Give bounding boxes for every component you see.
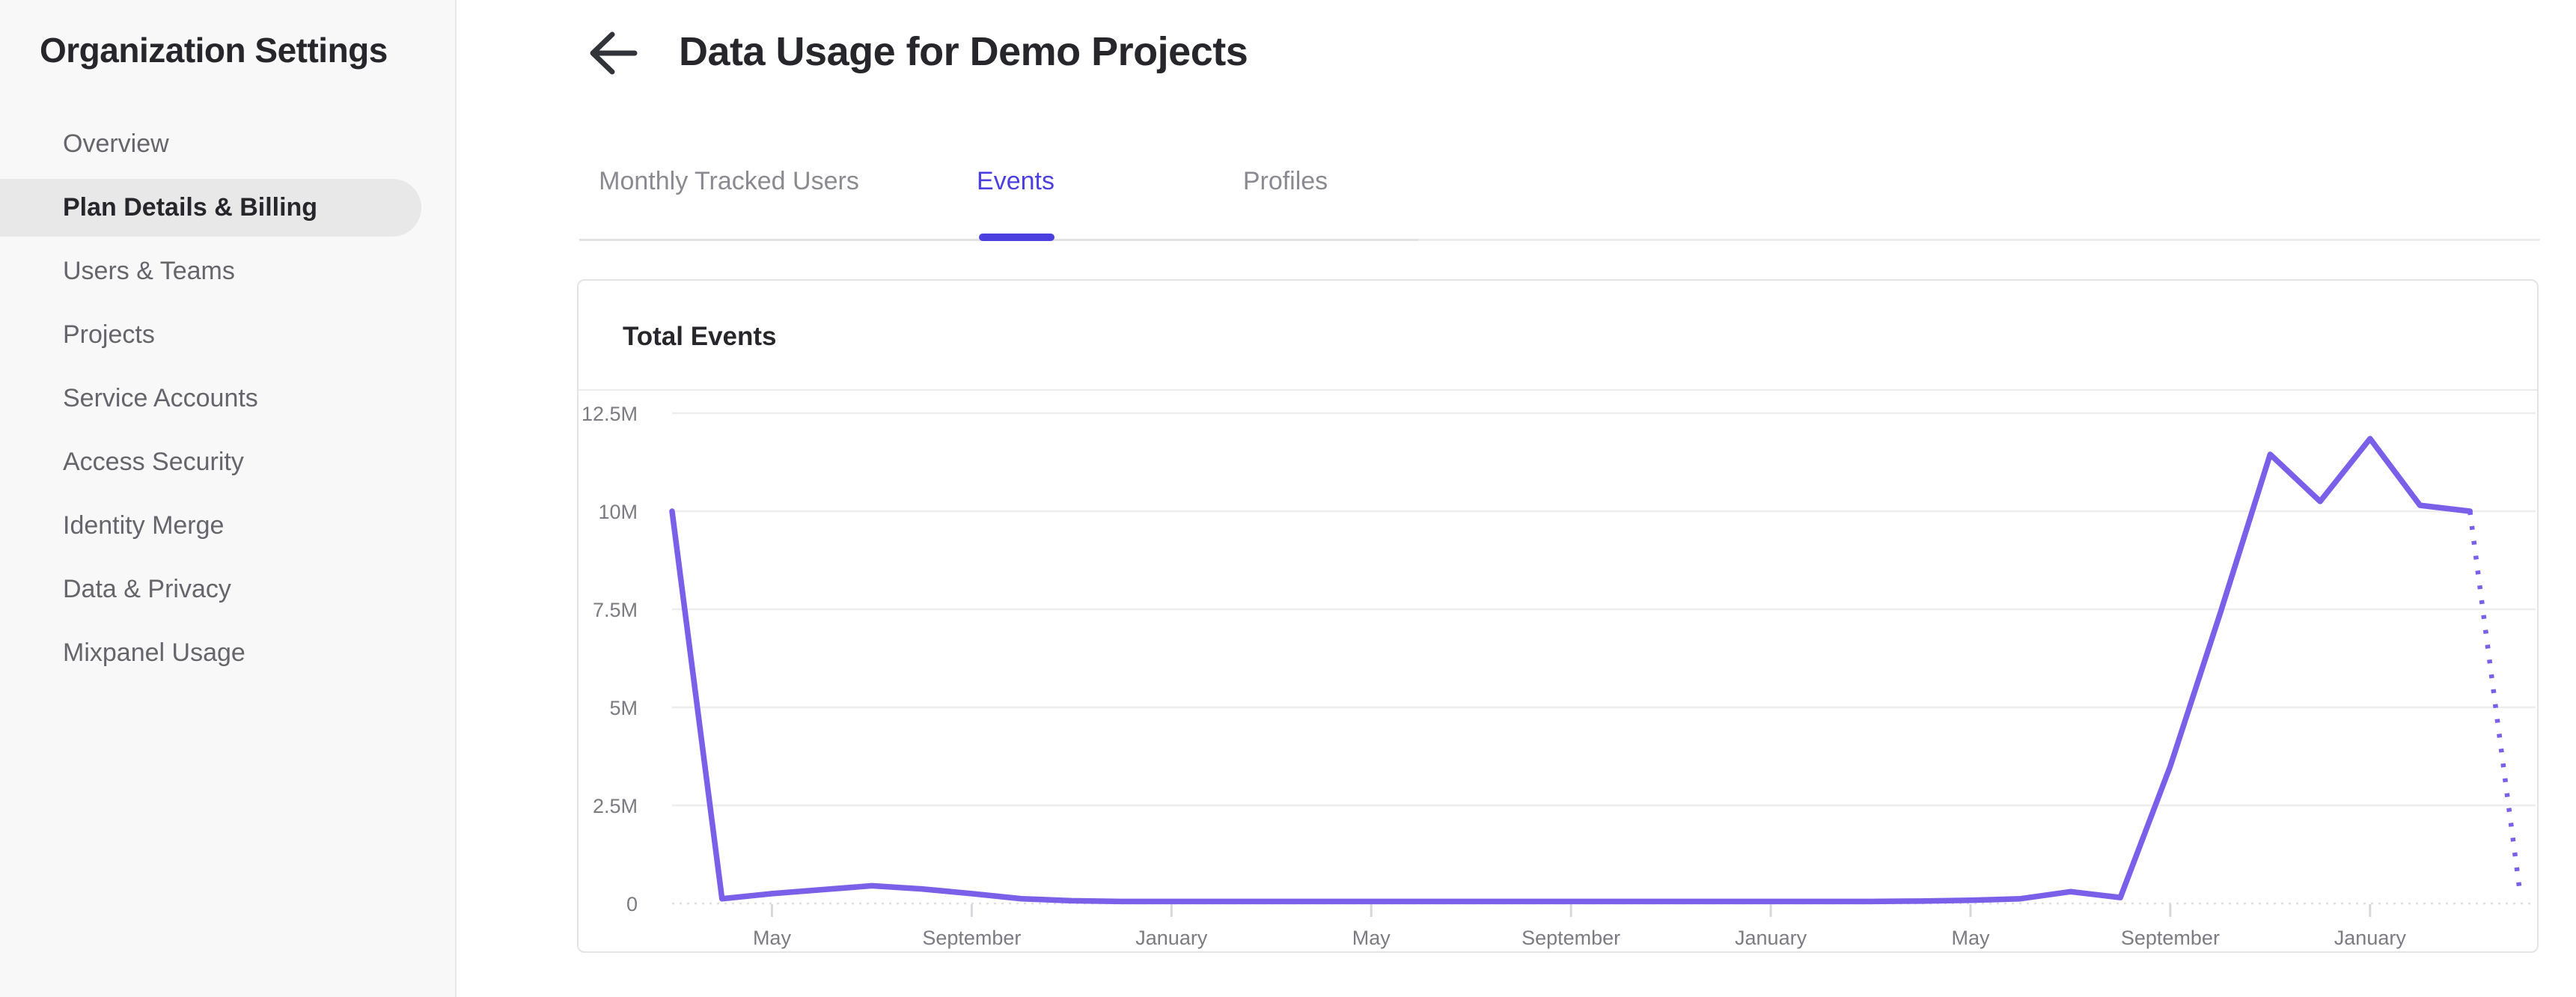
sidebar-item-overview[interactable]: Overview [63,129,169,158]
sidebar-item-mixpanel-usage[interactable]: Mixpanel Usage [63,638,245,667]
chart-title: Total Events [623,322,777,351]
page-title: Data Usage for Demo Projects [679,29,1248,74]
sidebar-item-projects[interactable]: Projects [63,320,155,349]
sidebar-item-service-accounts[interactable]: Service Accounts [63,384,258,412]
sidebar-nav: Overview Plan Details & Billing Users & … [0,112,457,685]
sidebar-item-plan-details-billing[interactable]: Plan Details & Billing [0,176,457,240]
sidebar-item-users-teams[interactable]: Users & Teams [63,257,235,285]
sidebar-item-data-privacy[interactable]: Data & Privacy [63,575,231,603]
tab-profiles[interactable]: Profiles [1242,166,1328,195]
total-events-card: Total Events [577,279,2539,953]
sidebar-item-access-security[interactable]: Access Security [63,448,244,476]
tab-monthly-tracked-users[interactable]: Monthly Tracked Users [599,166,859,195]
organization-settings-sidebar: Organization Settings Overview Plan Deta… [0,0,457,997]
card-title-divider [579,389,2537,391]
sidebar-item-identity-merge[interactable]: Identity Merge [63,511,225,540]
active-tab-indicator [979,234,1054,241]
sidebar-title: Organization Settings [40,31,388,70]
tab-events[interactable]: Events [977,166,1054,195]
arrow-left-icon [590,31,638,75]
back-button[interactable] [585,28,641,78]
selected-pill [0,179,421,237]
tabs-divider [579,239,2540,241]
